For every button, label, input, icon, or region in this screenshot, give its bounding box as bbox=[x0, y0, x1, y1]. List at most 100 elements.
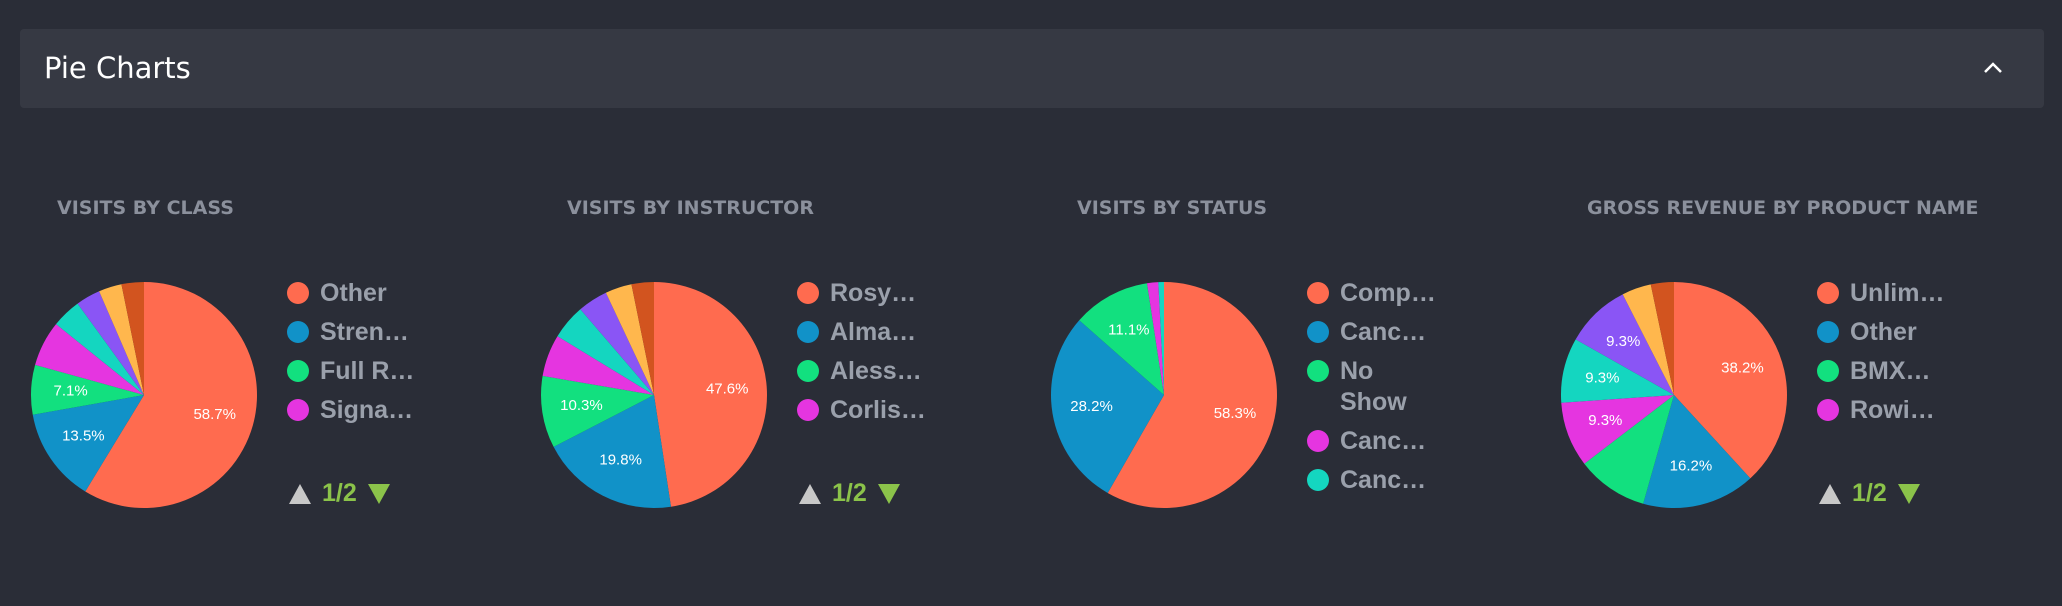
legend-item[interactable]: Other bbox=[1817, 317, 1947, 348]
pie-slice[interactable] bbox=[654, 282, 768, 507]
pie-slice[interactable] bbox=[1051, 320, 1164, 493]
legend: Unlim… Other BMX… Rowi… bbox=[1817, 278, 1947, 434]
legend-item[interactable]: Signa… bbox=[287, 395, 417, 426]
legend-item[interactable]: Canc… bbox=[1307, 465, 1437, 496]
pie-slice[interactable] bbox=[32, 395, 144, 492]
legend-item[interactable]: Full R… bbox=[287, 356, 417, 387]
pie-slice[interactable] bbox=[1622, 284, 1674, 395]
collapse-button[interactable] bbox=[1982, 57, 2004, 79]
legend-item[interactable]: Comp… bbox=[1307, 278, 1437, 309]
legend-swatch bbox=[1817, 321, 1839, 343]
legend-label: Comp… bbox=[1340, 279, 1436, 307]
page-down-button[interactable] bbox=[877, 483, 901, 505]
page-down-button[interactable] bbox=[367, 483, 391, 505]
slice-label: 19.8% bbox=[599, 451, 642, 468]
legend-item[interactable]: Rosy… bbox=[797, 278, 927, 309]
legend-pager: 1/2 bbox=[288, 479, 391, 508]
legend: Other Stren… Full R… Signa… bbox=[287, 278, 417, 434]
legend-label: Unlim… bbox=[1850, 279, 1945, 307]
legend-item[interactable]: Rowi… bbox=[1817, 395, 1947, 426]
legend-swatch bbox=[287, 282, 309, 304]
legend: Rosy… Alma… Aless… Corlis… bbox=[797, 278, 927, 434]
pie-slice[interactable] bbox=[1561, 339, 1674, 403]
legend-label: No Show bbox=[1340, 357, 1407, 416]
slice-label: 7.1% bbox=[54, 383, 88, 400]
pie-slice[interactable] bbox=[553, 395, 671, 508]
legend-label: Alma… bbox=[830, 318, 917, 346]
pie-slice[interactable] bbox=[35, 324, 144, 395]
legend-swatch bbox=[1817, 399, 1839, 421]
slice-label: 16.2% bbox=[1670, 457, 1713, 474]
legend-label: Corlis… bbox=[830, 396, 926, 424]
pie-chart: 58.7% 13.5% 7.1% bbox=[30, 282, 257, 508]
pie-slice[interactable] bbox=[1079, 283, 1164, 395]
pie-slice[interactable] bbox=[1158, 282, 1164, 395]
slice-label: 9.3% bbox=[1606, 333, 1640, 350]
pie-chart: 38.2% 16.2% 9.3% 9.3% 9.3% bbox=[1561, 282, 1787, 508]
legend-item[interactable]: Canc… bbox=[1307, 426, 1437, 457]
legend-label: Canc… bbox=[1340, 427, 1427, 455]
pie-slice[interactable] bbox=[605, 284, 654, 395]
legend-item[interactable]: BMX… bbox=[1817, 356, 1947, 387]
section-header[interactable]: Pie Charts bbox=[20, 29, 2044, 108]
slice-label: 10.3% bbox=[560, 397, 603, 414]
chart-title: VISITS BY STATUS bbox=[1077, 197, 1268, 219]
page-up-button[interactable] bbox=[798, 483, 822, 505]
page-down-button[interactable] bbox=[1897, 483, 1921, 505]
legend-label: BMX… bbox=[1850, 357, 1931, 385]
legend-label: Rosy… bbox=[830, 279, 917, 307]
legend-swatch bbox=[1307, 430, 1329, 452]
pie-slice[interactable] bbox=[542, 336, 654, 395]
legend-label: Aless… bbox=[830, 357, 922, 385]
pie-slice[interactable] bbox=[30, 364, 144, 415]
page-up-button[interactable] bbox=[288, 483, 312, 505]
pie-chart: 47.6% 19.8% 10.3% bbox=[541, 282, 768, 508]
pie-slice[interactable] bbox=[77, 291, 144, 395]
legend-label: Canc… bbox=[1340, 318, 1427, 346]
pie-slice[interactable] bbox=[1650, 282, 1674, 395]
legend-item[interactable]: Aless… bbox=[797, 356, 927, 387]
legend-item[interactable]: Unlim… bbox=[1817, 278, 1947, 309]
pie-slice[interactable] bbox=[1575, 294, 1674, 395]
legend-pager: 1/2 bbox=[798, 479, 901, 508]
pie-slice[interactable] bbox=[1107, 282, 1277, 508]
pie-chart: 58.3% 28.2% 11.1% bbox=[1051, 282, 1277, 508]
chart-title: VISITS BY CLASS bbox=[57, 197, 234, 219]
pie-slice[interactable] bbox=[557, 309, 654, 395]
legend-item[interactable]: Alma… bbox=[797, 317, 927, 348]
pie-slice[interactable] bbox=[56, 303, 144, 395]
legend-label: Signa… bbox=[320, 396, 414, 424]
legend-swatch bbox=[1307, 321, 1329, 343]
legend-item[interactable]: Other bbox=[287, 278, 417, 309]
pie-slice[interactable] bbox=[580, 292, 654, 395]
slice-label: 13.5% bbox=[62, 427, 105, 444]
page-up-button[interactable] bbox=[1818, 483, 1842, 505]
legend-swatch bbox=[287, 360, 309, 382]
legend-item[interactable]: Stren… bbox=[287, 317, 417, 348]
pie-slice[interactable] bbox=[99, 284, 144, 395]
legend-swatch bbox=[1307, 282, 1329, 304]
legend: Comp… Canc… No Show Canc… Canc… bbox=[1307, 278, 1437, 504]
pie-slice[interactable] bbox=[1147, 282, 1164, 395]
legend-swatch bbox=[1307, 469, 1329, 491]
pie-slice[interactable] bbox=[541, 375, 654, 447]
legend-swatch bbox=[287, 399, 309, 421]
pie-slice[interactable] bbox=[1643, 395, 1751, 508]
pie-slice[interactable] bbox=[85, 282, 257, 508]
pie-slice[interactable] bbox=[631, 282, 654, 395]
legend-label: Rowi… bbox=[1850, 396, 1935, 424]
pie-slice[interactable] bbox=[1561, 395, 1674, 464]
legend-item[interactable]: Canc… bbox=[1307, 317, 1437, 348]
slice-label: 9.3% bbox=[1588, 412, 1622, 429]
section-title: Pie Charts bbox=[44, 51, 191, 85]
legend-pager: 1/2 bbox=[1818, 479, 1921, 508]
legend-swatch bbox=[1817, 282, 1839, 304]
pie-slice[interactable] bbox=[1674, 282, 1787, 479]
pie-slice[interactable] bbox=[1584, 395, 1674, 504]
legend-swatch bbox=[1817, 360, 1839, 382]
legend-label: Other bbox=[320, 279, 387, 307]
legend-item[interactable]: No Show bbox=[1307, 356, 1437, 418]
pie-slice[interactable] bbox=[121, 282, 144, 395]
legend-item[interactable]: Corlis… bbox=[797, 395, 927, 426]
